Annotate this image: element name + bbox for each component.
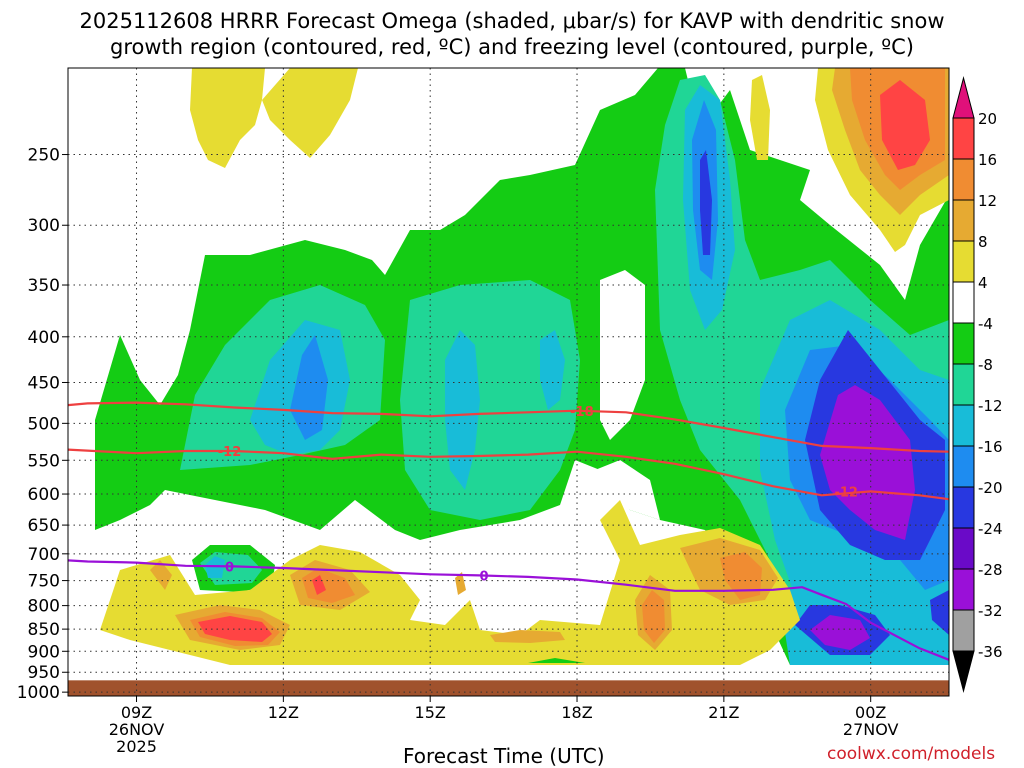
y-axis: 2503003504004505005506006507007508008509… — [17, 146, 68, 703]
colorbar-segment — [952, 281, 975, 324]
x-axis-title: Forecast Time (UTC) — [403, 744, 605, 768]
y-tick-label: 900 — [28, 642, 60, 662]
colorbar-segment — [952, 240, 975, 283]
colorbar-label: -12 — [978, 397, 1003, 415]
omega-lowlevel-minus20 — [930, 590, 949, 635]
y-tick-label: 550 — [28, 451, 60, 471]
y-tick-label: 750 — [28, 572, 60, 592]
y-tick-label: 1000 — [17, 683, 60, 703]
colorbar-label: -28 — [978, 561, 1003, 579]
colorbar-label: -4 — [978, 315, 993, 333]
x-tick-label: 26NOV — [109, 720, 165, 739]
omega-band-plus12 — [720, 552, 762, 600]
omega-band-plus12 — [642, 590, 665, 643]
omega-band-plus16 — [880, 80, 930, 170]
x-tick-label: 00Z — [855, 703, 886, 722]
contour-label: -18 — [570, 405, 594, 420]
colorbar-segment — [952, 199, 975, 242]
omega-band-plus4 — [190, 68, 265, 168]
contour-label: -12 — [218, 445, 242, 460]
credit-text: coolwx.com/models — [827, 744, 996, 764]
omega-band-plus4 — [750, 75, 770, 160]
omega-band-minus12 — [445, 330, 480, 490]
x-tick-label: 12Z — [268, 703, 299, 722]
omega-band-minus12 — [540, 330, 565, 410]
x-tick-label: 18Z — [561, 703, 592, 722]
contour-line — [67, 448, 950, 501]
omega-band-minus16 — [290, 335, 328, 440]
colorbar-label: -32 — [978, 602, 1003, 620]
colorbar-segment — [952, 527, 975, 570]
colorbar-segment — [952, 568, 975, 611]
colorbar-segment — [952, 322, 975, 365]
y-tick-label: 850 — [28, 620, 60, 640]
x-tick-label: 15Z — [415, 703, 446, 722]
colorbar-segment — [952, 445, 975, 488]
colorbar-label: -36 — [978, 643, 1003, 661]
y-tick-label: 950 — [28, 663, 60, 683]
contour-label: -12 — [834, 485, 858, 500]
omega-band-minus4 — [528, 658, 585, 663]
colorbar-segment — [952, 609, 975, 652]
y-tick-label: 450 — [28, 373, 60, 393]
y-tick-label: 800 — [28, 597, 60, 617]
colorbar-label: -8 — [978, 356, 993, 374]
omega-lowlevel-minus24 — [810, 615, 870, 650]
omega-band-plus16 — [312, 575, 326, 595]
colorbar-label: 20 — [978, 110, 997, 128]
y-tick-label: 350 — [28, 276, 60, 296]
x-tick-label: 2025 — [116, 737, 157, 756]
contour-line — [67, 401, 950, 453]
omega-band-plus16 — [198, 616, 272, 642]
omega-band-minus8 — [400, 280, 580, 520]
y-tick-label: 500 — [28, 414, 60, 434]
omega-gap-1 — [600, 270, 645, 440]
colorbar-segment — [952, 363, 975, 406]
omega-shading — [95, 68, 949, 665]
colorbar-segment — [952, 117, 975, 160]
x-tick-label: 27NOV — [843, 720, 899, 739]
colorbar-label: 4 — [978, 274, 988, 292]
colorbar-segment — [952, 158, 975, 201]
omega-band-plus8 — [455, 572, 466, 595]
colorbar-arrow-high — [952, 76, 975, 119]
chart-title-line-1: 2025112608 HRRR Forecast Omega (shaded, … — [79, 9, 945, 33]
y-tick-label: 700 — [28, 545, 60, 565]
colorbar-label: -20 — [978, 479, 1003, 497]
chart-title-line-2: growth region (contoured, red, ºC) and f… — [110, 35, 914, 59]
omega-band-minus20 — [700, 150, 712, 255]
y-tick-label: 300 — [28, 216, 60, 236]
omega-band-plus12 — [302, 568, 355, 603]
colorbar-arrow-low — [952, 650, 975, 693]
colorbar-label: -24 — [978, 520, 1003, 538]
contour-label: 0 — [480, 569, 489, 584]
contour-line — [67, 559, 950, 661]
x-tick-label: 09Z — [121, 703, 152, 722]
y-tick-label: 600 — [28, 485, 60, 505]
gridlines — [68, 68, 949, 696]
colorbar: -36 -32 -28 -24 -20 -16 -12 -8 -4 4 8 12 16 20 — [952, 76, 1003, 693]
omega-gap-2 — [595, 460, 660, 520]
contour-label: 0 — [225, 560, 234, 575]
contour-lines: -18 -12 -12 0 0 — [67, 401, 950, 661]
omega-band-plus4 — [262, 68, 358, 158]
x-tick-label: 21Z — [708, 703, 739, 722]
y-tick-label: 650 — [28, 516, 60, 536]
colorbar-label: -16 — [978, 438, 1003, 456]
colorbar-label: 16 — [978, 151, 997, 169]
colorbar-label: 12 — [978, 192, 997, 210]
colorbar-segment — [952, 404, 975, 447]
omega-band-plus8 — [150, 560, 172, 590]
ground-below-surface — [68, 680, 949, 696]
y-tick-label: 400 — [28, 328, 60, 348]
y-tick-label: 250 — [28, 146, 60, 166]
colorbar-segment — [952, 486, 975, 529]
omega-band-plus8 — [490, 630, 565, 643]
colorbar-label: 8 — [978, 233, 988, 251]
